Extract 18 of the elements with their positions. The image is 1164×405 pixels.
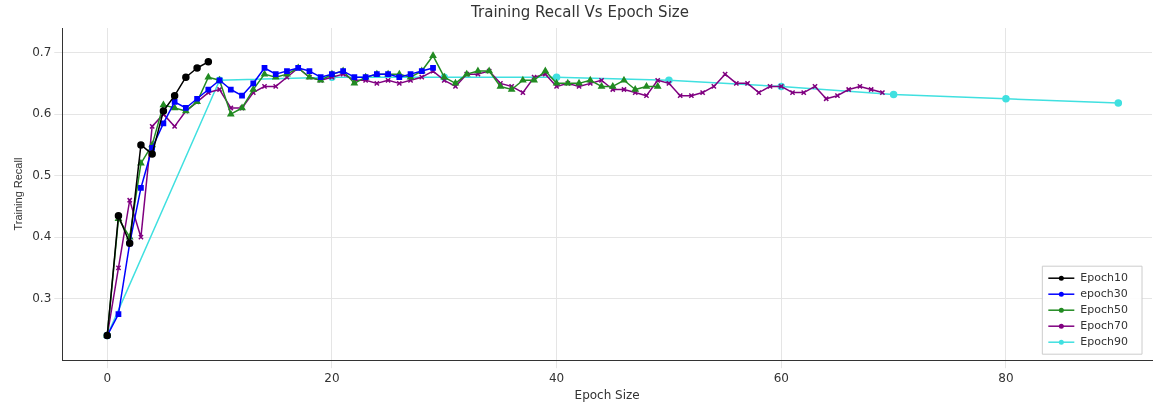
x-axis-title: Epoch Size <box>574 387 640 402</box>
y-tick-label: 0.3 <box>32 290 52 305</box>
y-tick-label: 0.5 <box>32 167 52 182</box>
legend-label: Epoch10 <box>1080 271 1129 285</box>
x-tick-label: 20 <box>324 370 340 385</box>
x-tick-label: 40 <box>548 370 565 385</box>
x-tick-label: 0 <box>103 370 112 385</box>
y-tick-label: 0.7 <box>32 44 52 59</box>
x-tick-label: 60 <box>773 370 789 385</box>
y-axis-title: Training Recall <box>11 157 24 231</box>
x-tick-label: 80 <box>998 370 1014 385</box>
legend-label: Epoch90 <box>1080 335 1129 349</box>
legend-label: epoch30 <box>1080 287 1128 301</box>
y-tick-label: 0.4 <box>32 229 52 244</box>
chart-title: Training Recall Vs Epoch Size <box>470 2 689 21</box>
legend-label: Epoch50 <box>1080 303 1129 317</box>
legend-label: Epoch70 <box>1080 319 1129 333</box>
y-tick-label: 0.6 <box>32 106 52 121</box>
